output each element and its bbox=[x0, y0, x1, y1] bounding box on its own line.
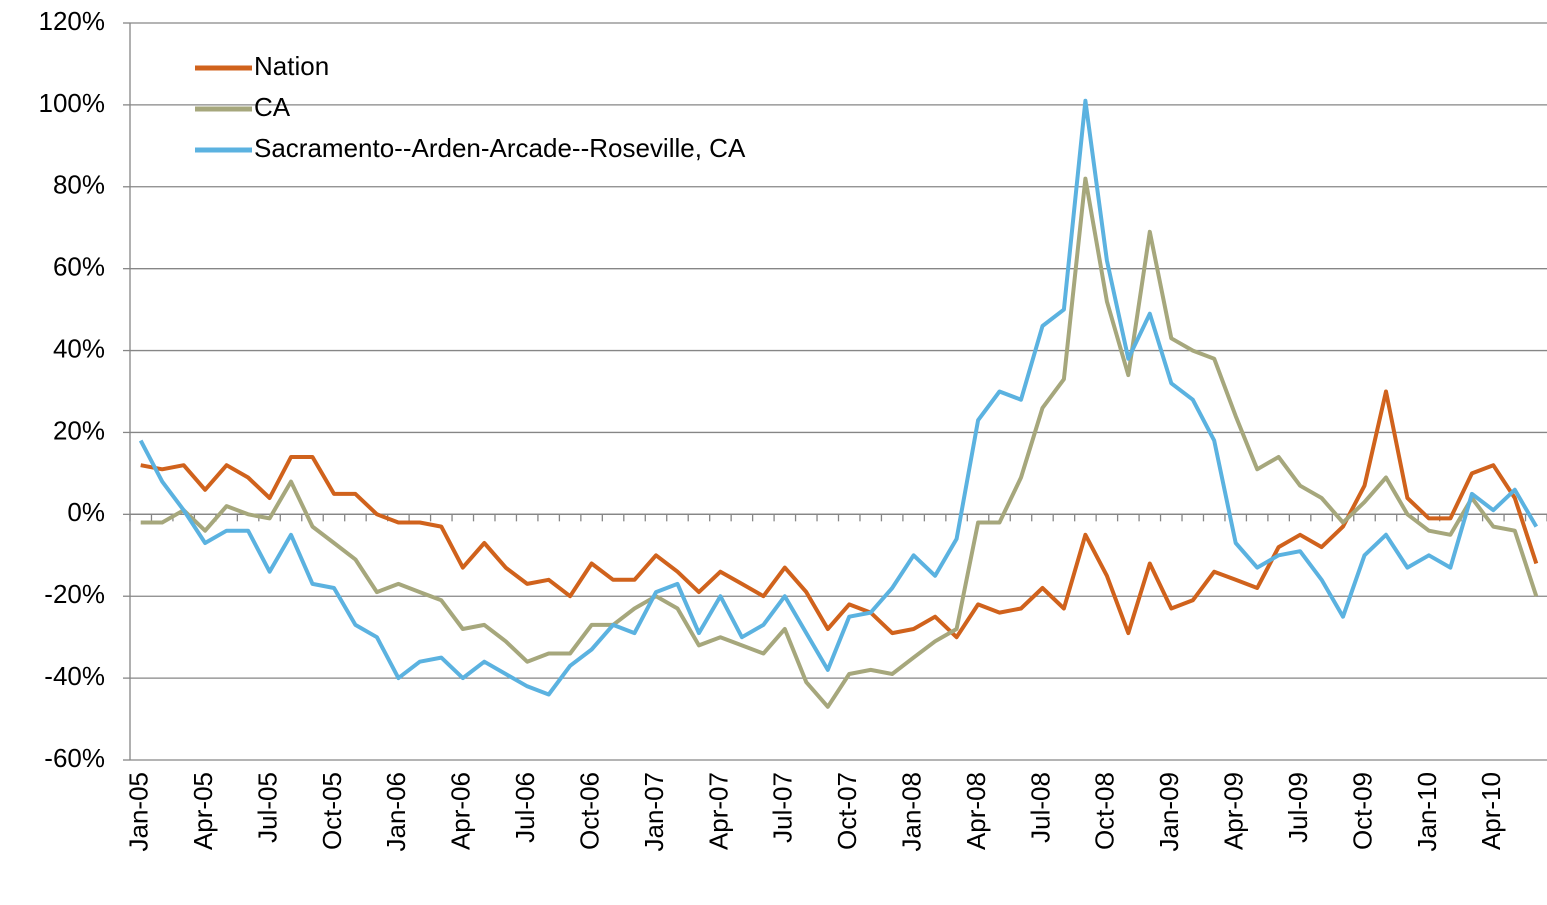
x-tick-label: Jul-06 bbox=[510, 772, 540, 843]
legend-label: CA bbox=[254, 92, 291, 122]
x-tick-label: Oct-06 bbox=[574, 772, 604, 850]
x-tick-label: Jan-09 bbox=[1154, 772, 1184, 852]
series-line bbox=[140, 389, 1539, 640]
y-tick-label: -60% bbox=[44, 743, 105, 773]
x-tick-label: Jan-07 bbox=[639, 772, 669, 852]
x-tick-label: Jul-05 bbox=[252, 772, 282, 843]
y-tick-label: 80% bbox=[53, 170, 105, 200]
y-tick-label: 40% bbox=[53, 333, 105, 363]
x-tick-label: Apr-09 bbox=[1219, 772, 1249, 850]
x-tick-label: Jan-06 bbox=[381, 772, 411, 852]
x-tick-label: Jul-08 bbox=[1025, 772, 1055, 843]
x-tick-label: Oct-05 bbox=[317, 772, 347, 850]
x-tick-label: Apr-05 bbox=[188, 772, 218, 850]
y-tick-label: 20% bbox=[53, 415, 105, 445]
x-tick-label: Jan-08 bbox=[897, 772, 927, 852]
series-line bbox=[138, 98, 1539, 697]
x-tick-label: Jan-05 bbox=[124, 772, 154, 852]
x-tick-label: Oct-07 bbox=[832, 772, 862, 850]
x-tick-label: Oct-09 bbox=[1347, 772, 1377, 850]
y-tick-label: 60% bbox=[53, 252, 105, 282]
legend-label: Nation bbox=[254, 51, 329, 81]
y-tick-label: 100% bbox=[39, 88, 106, 118]
x-tick-label: Apr-10 bbox=[1476, 772, 1506, 850]
x-tick-label: Jan-10 bbox=[1412, 772, 1442, 852]
y-tick-label: 0% bbox=[67, 497, 105, 527]
x-tick-label: Oct-08 bbox=[1090, 772, 1120, 850]
y-tick-label: -20% bbox=[44, 579, 105, 609]
x-tick-label: Jul-07 bbox=[768, 772, 798, 843]
x-tick-label: Jul-09 bbox=[1283, 772, 1313, 843]
x-tick-label: Apr-07 bbox=[703, 772, 733, 850]
y-tick-label: -40% bbox=[44, 661, 105, 691]
y-tick-label: 120% bbox=[39, 6, 106, 36]
x-tick-label: Apr-08 bbox=[961, 772, 991, 850]
x-tick-label: Apr-06 bbox=[446, 772, 476, 850]
series-line bbox=[140, 176, 1539, 709]
legend-label: Sacramento--Arden-Arcade--Roseville, CA bbox=[254, 133, 746, 163]
